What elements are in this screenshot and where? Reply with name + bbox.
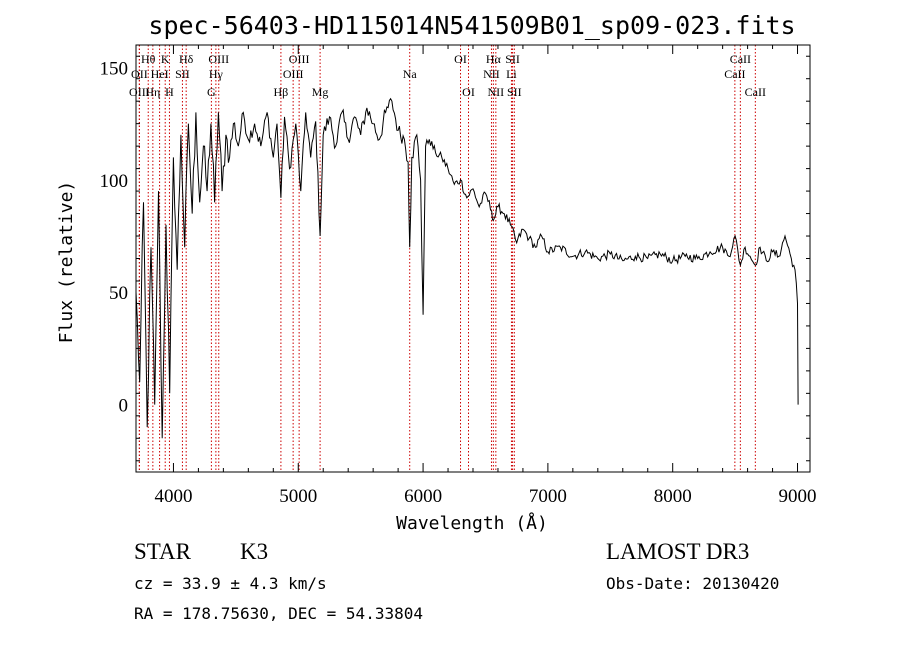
flux-series-line	[135, 97, 799, 439]
observation-date: Obs-Date: 20130420	[606, 574, 779, 593]
line-label: NII	[488, 85, 505, 99]
survey-name: LAMOST DR3	[606, 539, 749, 564]
plot-frame	[135, 44, 811, 473]
y-tick-labels: 0 50 100 150	[100, 58, 129, 416]
x-tick-label: 9000	[779, 486, 817, 507]
chart-title: spec-56403-HD115014N541509B01_sp09-023.f…	[148, 11, 795, 40]
x-tick-label: 8000	[654, 486, 692, 507]
y-tick-label: 0	[119, 396, 129, 417]
y-tick-label: 50	[109, 283, 128, 304]
x-axis-label: Wavelength (Å)	[396, 512, 548, 534]
y-axis-label: Flux (relative)	[56, 181, 77, 344]
line-label: Hη	[145, 85, 160, 99]
line-label: Hγ	[209, 67, 224, 81]
x-tick-label: 7000	[529, 486, 567, 507]
line-label: Hδ	[179, 52, 194, 66]
line-label: K	[161, 52, 170, 66]
line-label: OI	[462, 85, 475, 99]
x-tick-label: 5000	[279, 486, 317, 507]
line-label: G	[207, 85, 216, 99]
y-tick-label: 100	[100, 171, 129, 192]
line-label: OIII	[208, 52, 229, 66]
spectral-line-markers	[138, 45, 756, 472]
line-label: SII	[505, 52, 520, 66]
line-label: OII	[131, 67, 148, 81]
line-label: Na	[403, 67, 418, 81]
line-label: Mg	[312, 85, 329, 99]
x-tick-label: 6000	[404, 486, 442, 507]
line-label: OIII	[289, 52, 310, 66]
line-label: Hβ	[274, 85, 289, 99]
line-label: CaII	[745, 85, 766, 99]
object-class: STAR	[134, 539, 192, 564]
line-label: Hθ	[141, 52, 156, 66]
axis-ticks	[136, 45, 810, 472]
object-subclass: K3	[240, 539, 268, 564]
line-label: NII	[483, 67, 500, 81]
line-label: Li	[506, 67, 517, 81]
line-label: SII	[175, 67, 190, 81]
sky-coordinates: RA = 178.75630, DEC = 54.33804	[134, 604, 423, 623]
line-label: H	[165, 85, 174, 99]
x-tick-label: 4000	[154, 486, 192, 507]
x-tick-labels: 4000 5000 6000 7000 8000 9000	[154, 486, 816, 507]
line-label: CaII	[730, 52, 751, 66]
line-label: SII	[507, 85, 522, 99]
line-label: OIII	[129, 85, 150, 99]
line-label: OIII	[283, 67, 304, 81]
line-label: HeI	[151, 67, 169, 81]
line-label: OI	[454, 52, 467, 66]
y-tick-label: 150	[100, 58, 129, 79]
redshift-velocity: cz = 33.9 ± 4.3 km/s	[134, 574, 327, 593]
line-label: CaII	[724, 67, 745, 81]
line-label: Hα	[486, 52, 502, 66]
